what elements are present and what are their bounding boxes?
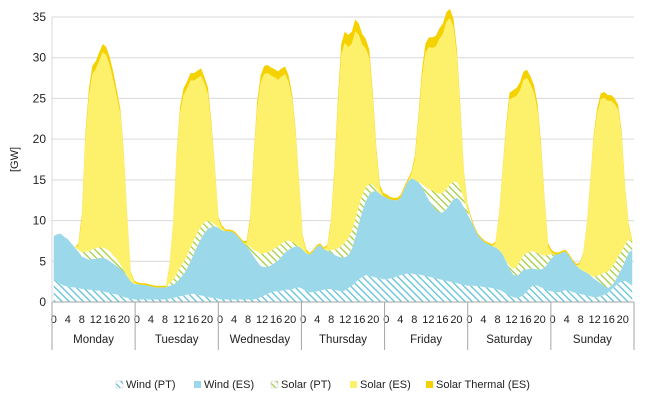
day-label: Wednesday — [230, 334, 291, 346]
x-tick-label: 12 — [256, 314, 268, 326]
x-tick-label: 12 — [90, 314, 102, 326]
x-tick-label: 4 — [148, 314, 154, 326]
x-tick-label: 8 — [162, 314, 168, 326]
y-tick-label: 15 — [33, 173, 47, 187]
y-axis-label: [GW] — [9, 147, 21, 172]
x-tick-label: 20 — [450, 314, 462, 326]
area-wind-es — [53, 178, 633, 300]
day-label: Sunday — [573, 334, 612, 346]
x-tick-label: 16 — [353, 314, 365, 326]
x-tick-label: 8 — [79, 314, 85, 326]
x-tick-label: 8 — [245, 314, 251, 326]
x-tick-label: 20 — [284, 314, 296, 326]
x-tick-label: 20 — [201, 314, 213, 326]
x-tick-label: 0 — [300, 314, 306, 326]
x-tick-label: 8 — [494, 314, 500, 326]
legend-swatch-solar-es — [350, 381, 357, 388]
x-tick-label: 16 — [519, 314, 531, 326]
day-label: Tuesday — [155, 334, 199, 346]
x-tick-label: 8 — [411, 314, 417, 326]
y-tick-label: 0 — [39, 295, 46, 309]
x-tick-label: 16 — [187, 314, 199, 326]
x-tick-label: 0 — [466, 314, 472, 326]
y-tick-label: 10 — [33, 214, 47, 228]
x-tick-label: 20 — [367, 314, 379, 326]
legend: Wind (PT) Wind (ES) Solar (PT) Solar (ES) So… — [115, 379, 530, 391]
day-label: Monday — [73, 334, 114, 346]
y-tick-label: 30 — [33, 51, 47, 65]
day-label: Friday — [410, 334, 442, 346]
x-tick-label: 4 — [397, 314, 403, 326]
legend-swatch-wind-es — [194, 381, 201, 388]
x-tick-label: 12 — [505, 314, 517, 326]
area-solar-es — [53, 17, 633, 288]
x-tick-label: 0 — [134, 314, 140, 326]
x-tick-label: 12 — [173, 314, 185, 326]
legend-label-wind-pt: Wind (PT) — [126, 379, 176, 391]
y-tick-label: 20 — [33, 132, 47, 146]
x-tick-label: 12 — [422, 314, 434, 326]
x-tick-label: 4 — [314, 314, 320, 326]
x-tick-label: 20 — [118, 314, 130, 326]
x-tick-label: 8 — [328, 314, 334, 326]
y-tick-label: 5 — [39, 254, 46, 268]
x-tick-label: 12 — [339, 314, 351, 326]
x-tick-label: 4 — [480, 314, 486, 326]
x-tick-label: 0 — [550, 314, 556, 326]
x-tick-label: 4 — [231, 314, 237, 326]
legend-label-solar-pt: Solar (PT) — [281, 379, 331, 391]
x-tick-label: 0 — [217, 314, 223, 326]
y-tick-label: 35 — [33, 10, 47, 24]
day-label: Thursday — [319, 334, 367, 346]
x-tick-label: 8 — [578, 314, 584, 326]
x-tick-label: 16 — [436, 314, 448, 326]
x-tick-label: 16 — [104, 314, 116, 326]
x-tick-label: 12 — [589, 314, 601, 326]
area-wind-pt — [53, 273, 633, 302]
legend-swatch-solar-thermal-es — [426, 381, 433, 388]
x-tick-label: 16 — [270, 314, 282, 326]
x-tick-label: 20 — [533, 314, 545, 326]
x-tick-label: 20 — [617, 314, 629, 326]
x-tick-label: 0 — [51, 314, 57, 326]
legend-swatch-solar-pt — [270, 380, 279, 389]
x-tick-label: 16 — [603, 314, 615, 326]
x-tick-label: 4 — [564, 314, 570, 326]
legend-label-solar-thermal-es: Solar Thermal (ES) — [436, 379, 530, 391]
legend-swatch-wind-pt — [115, 380, 124, 389]
plot-areas — [53, 8, 633, 302]
legend-label-wind-es: Wind (ES) — [204, 379, 254, 391]
y-tick-label: 25 — [33, 91, 47, 105]
x-tick-label: 4 — [65, 314, 71, 326]
day-label: Saturday — [486, 334, 532, 346]
x-tick-label: 0 — [383, 314, 389, 326]
legend-label-solar-es: Solar (ES) — [360, 379, 411, 391]
